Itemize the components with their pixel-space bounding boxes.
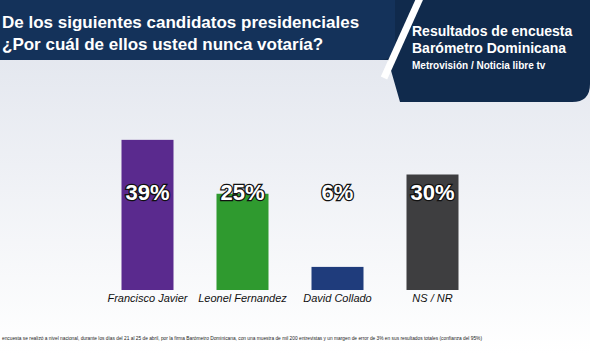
title-band: [0, 0, 395, 60]
data-label: 6%: [322, 180, 354, 205]
subtitle: ¿Por cuál de ellos usted nunca votaría?: [2, 35, 323, 54]
header-credit: Metrovisión / Noticia libre tv: [412, 60, 546, 71]
category-label: Francisco Javier: [107, 292, 188, 304]
data-label: 39%: [125, 180, 169, 205]
bar: [122, 140, 174, 290]
header-band: [0, 0, 590, 102]
header-text: Barómetro Dominicana: [412, 40, 566, 56]
background: [0, 0, 590, 354]
bar: [217, 194, 269, 290]
bar: [312, 267, 364, 290]
title: De los siguientes candidatos presidencia…: [2, 13, 359, 32]
category-label: NS / NR: [412, 292, 452, 304]
header-text: Resultados de encuesta: [412, 23, 572, 39]
data-label: 30%: [410, 180, 454, 205]
footnote: encuesta se realizó a nivel nacional, du…: [2, 335, 482, 341]
category-label: Leonel Fernandez: [198, 292, 287, 304]
category-label: David Collado: [303, 292, 371, 304]
data-label: 25%: [220, 180, 264, 205]
bar: [407, 175, 459, 291]
labels: 39% Francisco Javier 25% Leonel Fernandez 6%…: [107, 180, 454, 304]
bars: [122, 140, 459, 290]
